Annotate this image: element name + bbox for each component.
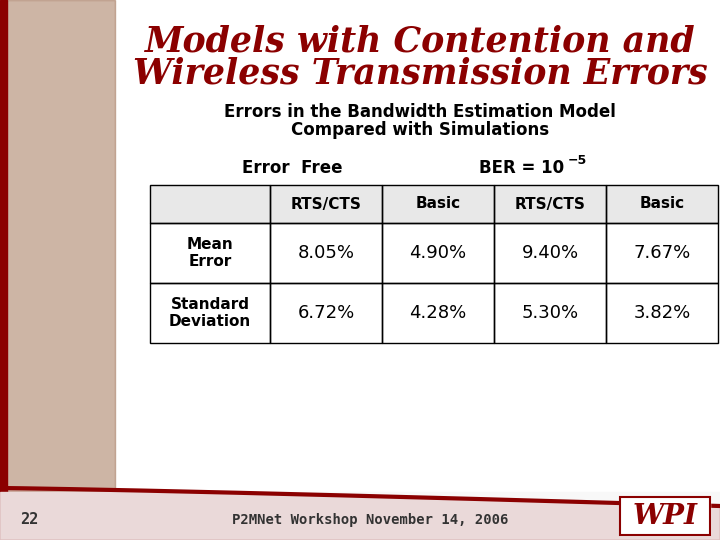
Bar (150, 283, 270, 343)
Text: Mean
Error: Mean Error (186, 237, 233, 269)
Text: WPI: WPI (632, 503, 698, 530)
Bar (606, 185, 718, 223)
Bar (606, 283, 718, 343)
Text: 8.05%: 8.05% (297, 244, 354, 262)
Text: RTS/CTS: RTS/CTS (291, 197, 361, 212)
Text: BER = 10: BER = 10 (480, 159, 564, 177)
Bar (382, 223, 494, 283)
Text: Basic: Basic (415, 197, 461, 212)
Text: Compared with Simulations: Compared with Simulations (291, 121, 549, 139)
Bar (270, 185, 382, 223)
Bar (0, 0, 115, 540)
Text: Basic: Basic (639, 197, 685, 212)
Text: −5: −5 (568, 154, 588, 167)
Text: 4.28%: 4.28% (410, 304, 467, 322)
Text: P2MNet Workshop November 14, 2006: P2MNet Workshop November 14, 2006 (232, 513, 508, 527)
Text: Wireless Transmission Errors: Wireless Transmission Errors (132, 57, 707, 91)
Text: 22: 22 (20, 512, 38, 528)
Bar (270, 283, 382, 343)
Text: Models with Contention and: Models with Contention and (145, 25, 696, 59)
Bar (382, 283, 494, 343)
Bar (150, 223, 270, 283)
Bar (494, 185, 606, 223)
Text: 7.67%: 7.67% (634, 244, 690, 262)
Bar (382, 185, 494, 223)
Bar (270, 185, 382, 223)
Text: 9.40%: 9.40% (521, 244, 579, 262)
Text: 3.82%: 3.82% (634, 304, 690, 322)
Text: 4.90%: 4.90% (410, 244, 467, 262)
Text: 6.72%: 6.72% (297, 304, 355, 322)
Bar (494, 185, 606, 223)
Bar (494, 223, 606, 283)
Bar (382, 185, 494, 223)
Bar (0, 0, 7, 540)
Bar (620, 497, 710, 535)
Bar (620, 497, 710, 535)
Bar (0, 492, 720, 540)
Text: 5.30%: 5.30% (521, 304, 579, 322)
Text: Standard
Deviation: Standard Deviation (169, 297, 251, 329)
Bar (606, 223, 718, 283)
Bar (606, 185, 718, 223)
Bar (494, 283, 606, 343)
Text: RTS/CTS: RTS/CTS (515, 197, 585, 212)
Bar (150, 185, 270, 223)
Bar (0, 0, 115, 540)
Bar (150, 185, 270, 223)
Bar (270, 223, 382, 283)
Text: Error  Free: Error Free (242, 159, 342, 177)
Text: Errors in the Bandwidth Estimation Model: Errors in the Bandwidth Estimation Model (224, 103, 616, 121)
